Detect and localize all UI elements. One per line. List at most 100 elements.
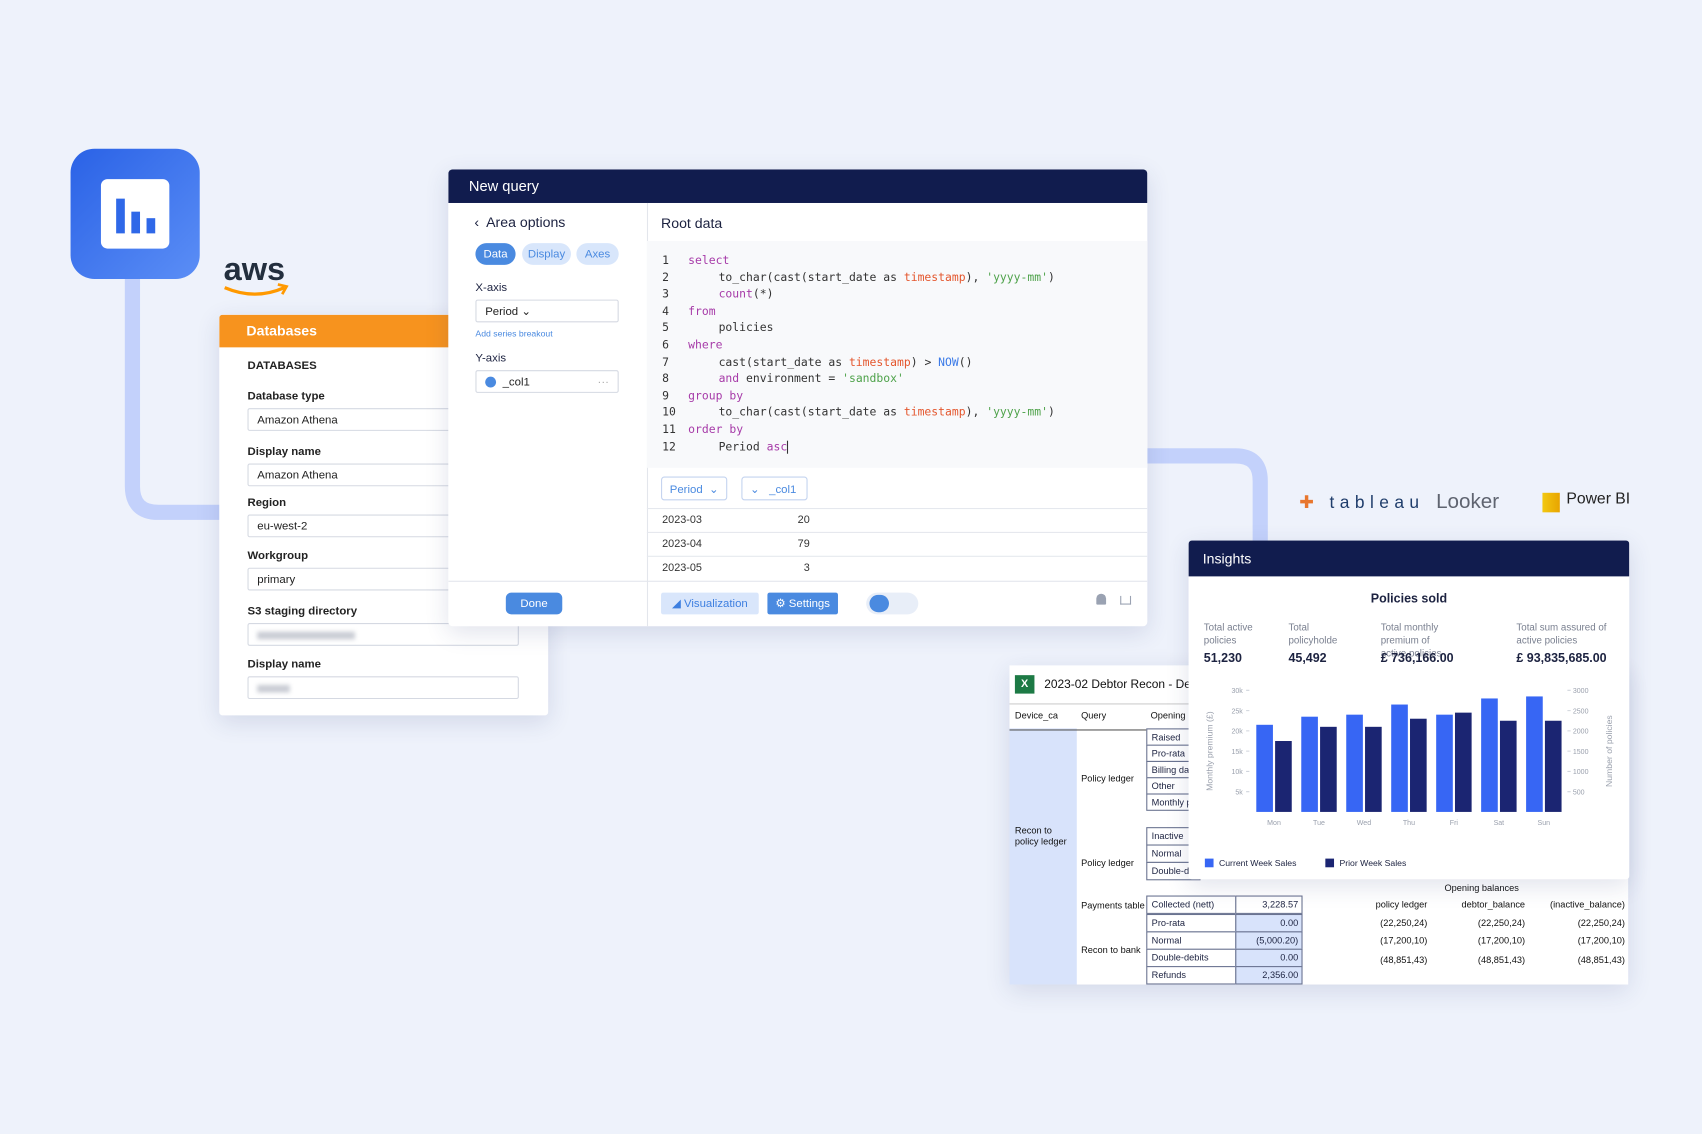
legend-swatch (1325, 858, 1335, 868)
select-text: Period (669, 483, 703, 497)
field-input[interactable] (247, 623, 519, 646)
column-select[interactable]: ⌄ _col1 (741, 476, 808, 501)
token: from (688, 304, 716, 318)
line-number: 8 (662, 372, 669, 386)
code-line: 7 cast(start_date as timestamp) > NOW() (647, 354, 1147, 371)
y2-tick-label: 2000 (1573, 729, 1589, 736)
more-icon[interactable]: ··· (597, 375, 609, 389)
breakout-link[interactable]: Add series breakout (475, 328, 553, 339)
token: NOW (938, 355, 959, 369)
tableau-logo: ✚ tableau (1299, 492, 1424, 514)
view-toggle[interactable] (866, 592, 919, 615)
query-label: Policy ledger (1081, 772, 1134, 784)
divider (448, 580, 1148, 582)
tab[interactable]: Display (522, 243, 571, 265)
code-text: to_char(cast(start_date as timestamp), '… (719, 270, 1055, 287)
y-tick-label: 5k (1235, 789, 1243, 796)
token: ), (965, 406, 987, 420)
code-text: cast(start_date as timestamp) > NOW() (719, 354, 973, 371)
chart-title: Policies sold (1370, 592, 1448, 606)
code-text: where (688, 338, 722, 355)
code-line: 3 count(*) (647, 287, 1147, 304)
cell: (22,250,24) (1477, 917, 1526, 929)
bar (1365, 726, 1382, 812)
button-text: Settings (788, 597, 830, 611)
line-number: 12 (662, 440, 676, 454)
logo-text: tableau (1329, 493, 1425, 513)
col-header: Opening (1150, 709, 1186, 721)
opening-title: Opening balances (1444, 882, 1519, 894)
tab[interactable]: Axes (576, 243, 619, 265)
cell: Monthly p (1146, 793, 1201, 811)
cell: 2023-05 (662, 562, 702, 575)
icon-bar (146, 218, 156, 234)
visualization-button[interactable]: ◢ Visualization (661, 592, 759, 615)
code-editor[interactable]: 1 select 2 to_char(cast(start_date as time… (646, 240, 1148, 468)
y-axis-label: Y-axis (475, 351, 507, 365)
code-text: from (688, 304, 715, 321)
y-axis-value: _col1 (502, 375, 530, 389)
token: count (718, 287, 753, 301)
powerbi-logo: Power BI (1542, 491, 1630, 513)
token: 'sandbox' (842, 372, 904, 386)
query-label: Policy ledger (1081, 857, 1134, 869)
kpi-value: 45,492 (1288, 652, 1327, 666)
blurred-value (257, 631, 355, 640)
x-tick-label: Sat (1494, 820, 1505, 827)
tab-active[interactable]: Data (475, 243, 516, 265)
cell: Pro-rata (1146, 913, 1237, 933)
kpi-value: £ 736,166.00 (1380, 652, 1454, 666)
code-text: to_char(cast(start_date as timestamp), '… (719, 405, 1055, 422)
line-number: 9 (662, 389, 669, 403)
column-select[interactable]: Period ⌄ (661, 476, 728, 501)
y2-tick-label: 3000 (1573, 688, 1589, 695)
insights-panel: Insights Policies sold Total active poli… (1188, 540, 1630, 880)
field-label: Region (247, 496, 287, 510)
bar (1544, 720, 1562, 812)
select-text: _col1 (769, 483, 797, 497)
token: to_char(cast(start_date as (718, 406, 904, 420)
result-row: 2023-03 20 (646, 507, 1148, 533)
x-axis-value: Period (485, 305, 519, 319)
line-number: 10 (662, 406, 676, 420)
x-axis-label: X-axis (475, 281, 508, 295)
code-text: select (688, 253, 729, 270)
x-tick-label: Sun (1538, 820, 1551, 827)
bell-icon[interactable] (1096, 593, 1107, 605)
share-icon[interactable] (1120, 595, 1132, 605)
cell: 2,356.00 (1235, 966, 1303, 985)
y2-tick-label: 500 (1573, 789, 1585, 796)
token: ) (1047, 406, 1055, 420)
x-axis-select[interactable]: Period ⌄ (475, 299, 619, 323)
line-number: 3 (662, 287, 669, 301)
token: ), (965, 270, 987, 284)
connector (124, 278, 228, 520)
back-link[interactable]: ‹ Area options (474, 213, 566, 231)
spacer (647, 241, 1147, 253)
settings-button[interactable]: ⚙ Settings (767, 592, 838, 615)
code-line: 1 select (647, 253, 1147, 270)
token: Period (718, 440, 767, 454)
bar-chart: 5k 10k 15k 20k 25k 30k 500 1000 1500 2000 2500 3000… (1204, 688, 1613, 868)
token: 'yyyy-mm' (986, 270, 1048, 284)
bar (1436, 714, 1453, 812)
code-line: 11 order by (647, 422, 1147, 439)
logo-mark (1542, 492, 1560, 513)
done-button[interactable]: Done (505, 592, 563, 615)
y-axis-label: Monthly premium (£) (1204, 711, 1214, 791)
group-label: Recon to policy ledger (1014, 824, 1067, 847)
toggle-knob (869, 594, 889, 613)
result-row: 2023-04 79 (646, 531, 1148, 557)
kpi-value: 51,230 (1203, 652, 1242, 666)
y-axis-select[interactable]: _col1 ··· (475, 370, 619, 393)
query-dialog: New query ‹ Area options Data Display Ax… (448, 169, 1148, 627)
cell: 0.00 (1235, 913, 1303, 933)
bar (1391, 704, 1408, 812)
field-input[interactable] (247, 676, 519, 700)
legend-label: Prior Week Sales (1339, 858, 1406, 868)
field-label: Display name (247, 657, 321, 671)
y2-tick-label: 1500 (1573, 749, 1589, 756)
